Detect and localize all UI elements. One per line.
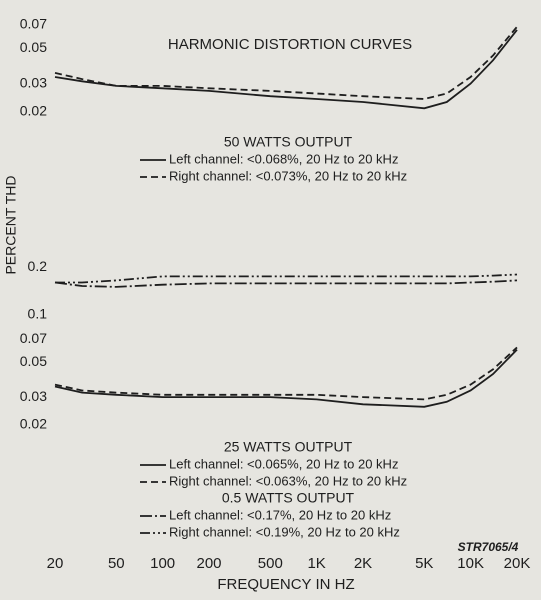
line bbox=[54, 26, 518, 100]
legend-label: Right channel: <0.073%, 20 Hz to 20 kHz bbox=[169, 168, 407, 183]
chart-title: HARMONIC DISTORTION CURVES bbox=[168, 36, 412, 53]
x-tick-label: 2K bbox=[354, 555, 372, 572]
y-tick-label: 0.03 bbox=[20, 74, 47, 90]
y-tick-label: 0.2 bbox=[28, 258, 48, 274]
y-tick-label: 0.03 bbox=[20, 388, 47, 404]
x-tick-label: 1K bbox=[307, 555, 325, 572]
y-tick-label: 0.05 bbox=[20, 39, 47, 55]
legend-label: Left channel: <0.17%, 20 Hz to 20 kHz bbox=[169, 507, 391, 522]
legend-heading: 50 WATTS OUTPUT bbox=[224, 134, 353, 150]
y-tick-label: 0.1 bbox=[28, 305, 48, 321]
legend-label: Left channel: <0.065%, 20 Hz to 20 kHz bbox=[169, 456, 398, 471]
x-tick-label: 100 bbox=[150, 555, 175, 572]
x-tick-label: 500 bbox=[258, 555, 283, 572]
line bbox=[54, 348, 518, 408]
legend-heading: 0.5 WATTS OUTPUT bbox=[222, 490, 355, 506]
y-tick-label: 0.02 bbox=[20, 415, 47, 431]
y-tick-label: 0.07 bbox=[20, 15, 47, 31]
x-tick-label: 20K bbox=[504, 555, 531, 572]
x-axis-label: FREQUENCY IN HZ bbox=[217, 576, 354, 593]
legend-label: Left channel: <0.068%, 20 Hz to 20 kHz bbox=[169, 151, 398, 166]
line bbox=[55, 273, 518, 284]
y-tick-label: 0.07 bbox=[20, 330, 47, 346]
y-tick-label: 0.05 bbox=[20, 353, 47, 369]
annotation: STR7065/4 bbox=[458, 540, 519, 554]
legend-heading: 25 WATTS OUTPUT bbox=[224, 439, 353, 455]
x-tick-label: 200 bbox=[196, 555, 221, 572]
x-tick-label: 20 bbox=[47, 555, 64, 572]
line bbox=[54, 29, 518, 110]
y-tick-label: 0.02 bbox=[20, 102, 47, 118]
legend-label: Right channel: <0.063%, 20 Hz to 20 kHz bbox=[169, 473, 407, 488]
x-tick-label: 10K bbox=[457, 555, 484, 572]
line bbox=[54, 346, 518, 401]
x-tick-label: 50 bbox=[108, 555, 125, 572]
x-tick-label: 5K bbox=[415, 555, 433, 572]
y-axis-label: PERCENT THD bbox=[3, 175, 19, 274]
legend-label: Right channel: <0.19%, 20 Hz to 20 kHz bbox=[169, 524, 400, 539]
line bbox=[54, 279, 518, 288]
